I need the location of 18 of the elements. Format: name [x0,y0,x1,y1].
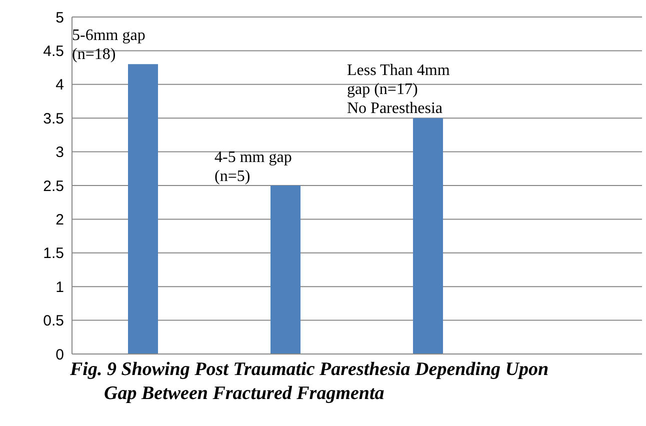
annotation: 4-5 mm gap (n=5) [214,148,292,186]
y-tick-label: 4.5 [43,43,64,60]
text: Fig. 9 Showing Post Traumatic Paresthesia Depending Upon Gap Between Fractured Fragmenta [70,358,550,406]
y-tick-label: 3.5 [43,110,64,128]
bar [270,186,300,354]
y-tick-label: 4 [56,76,64,94]
y-tick-label: 2.5 [43,178,64,195]
bar [413,118,443,354]
y-tick-label: 3 [56,144,64,162]
bar [128,64,158,354]
y-tick-label: 5 [56,9,64,26]
y-tick-label: 1 [56,278,64,296]
y-tick-label: 1.5 [43,245,64,262]
annotation: Less Than 4mm gap (n=17) No Paresthesia [347,61,450,118]
annotation: 5-6mm gap (n=18) [72,26,146,64]
y-tick-label: 2 [56,212,64,229]
y-tick-label: 0.5 [43,312,64,330]
y-tick-label: 0 [56,346,64,364]
